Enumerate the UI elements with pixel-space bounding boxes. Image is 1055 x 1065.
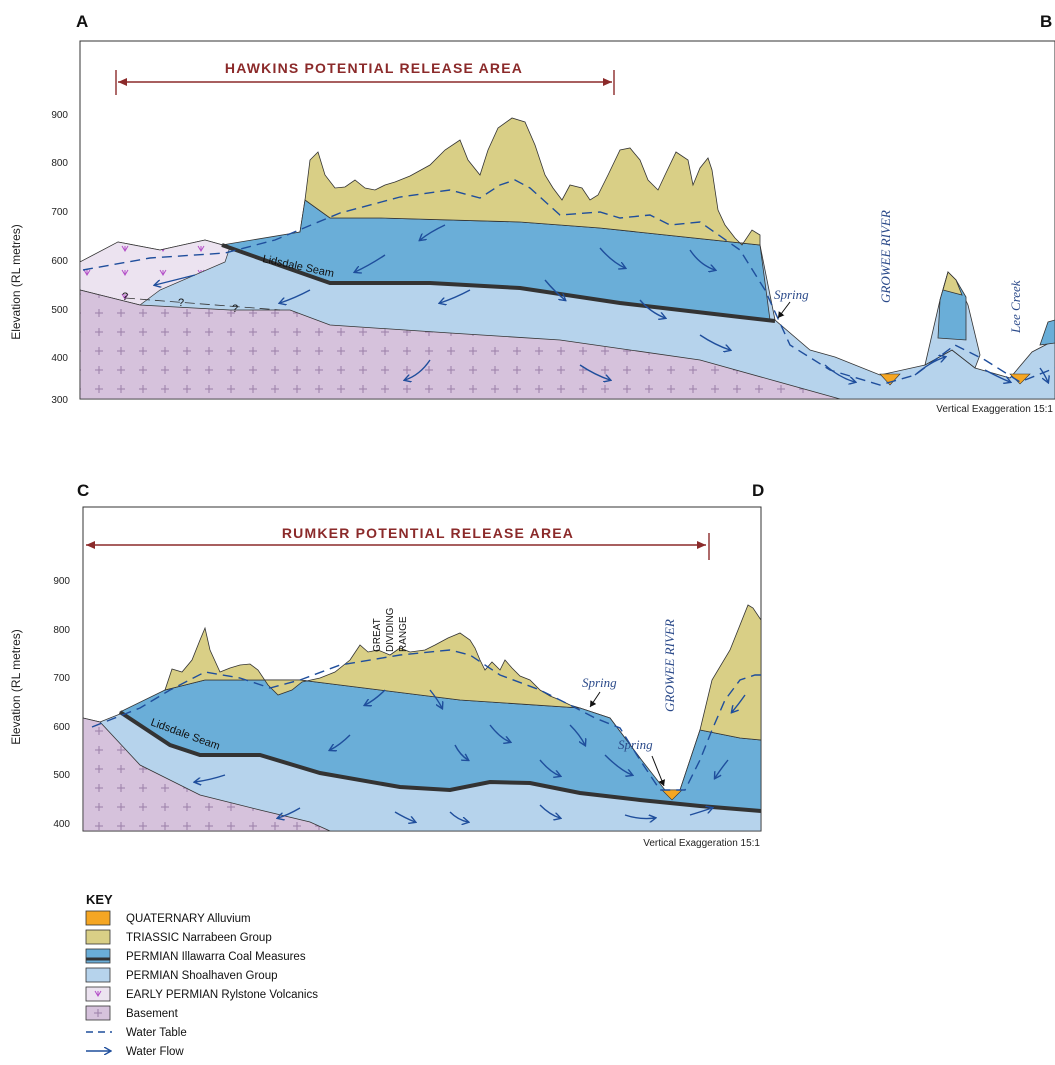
y-ticks-cd: 900 800 700 600 500 400 — [53, 576, 70, 830]
spring-label-cd-2: Spring — [618, 737, 653, 752]
y-tick-300: 300 — [51, 395, 68, 406]
key-label-shoalhaven: PERMIAN Shoalhaven Group — [126, 970, 278, 982]
range-label-line-2: DIVIDING — [385, 607, 396, 652]
water-flows-cd — [195, 689, 746, 822]
narrabeen-group-cd — [164, 626, 581, 709]
section-label-a: A — [76, 12, 88, 31]
river-label-cd: GROWEE RIVER — [662, 619, 677, 712]
y-tick-cd-600: 600 — [53, 722, 70, 733]
exaggeration-cd: Vertical Exaggeration 15:1 — [643, 838, 760, 849]
key-title: KEY — [86, 892, 113, 907]
section-ab: A B Elevation (RL metres) 900 800 700 60… — [9, 12, 1055, 415]
section-label-b: B — [1040, 12, 1052, 31]
key-swatch-illawarra — [85, 948, 111, 964]
basement-cd — [82, 717, 331, 832]
release-area-title-cd: RUMKER POTENTIAL RELEASE AREA — [282, 525, 574, 541]
key-label-water-flow: Water Flow — [126, 1046, 184, 1058]
unknown-mark-3: ? — [232, 303, 238, 315]
key-swatch-narrabeen — [85, 929, 111, 945]
creek-label-ab: Lee Creek — [1008, 280, 1023, 334]
key-label-alluvium: QUATERNARY Alluvium — [126, 913, 251, 925]
y-tick-800: 800 — [51, 158, 68, 169]
key-label-water-table: Water Table — [126, 1027, 187, 1039]
basement-ab — [79, 289, 841, 400]
y-tick-400: 400 — [51, 353, 68, 364]
y-tick-cd-500: 500 — [53, 770, 70, 781]
y-tick-900: 900 — [51, 110, 68, 121]
alluvium-growee-ab — [879, 373, 901, 386]
y-tick-700: 700 — [51, 207, 68, 218]
key-label-narrabeen: TRIASSIC Narrabeen Group — [126, 932, 272, 944]
y-tick-500: 500 — [51, 305, 68, 316]
water-table-ab — [82, 179, 1055, 386]
range-label-line-1: GREAT — [372, 618, 383, 652]
section-label-c: C — [77, 481, 89, 500]
key-label-rylstone: EARLY PERMIAN Rylstone Volcanics — [126, 989, 318, 1001]
key-swatch-shoalhaven — [85, 967, 111, 983]
y-axis-label-cd: Elevation (RL metres) — [9, 629, 23, 745]
y-tick-cd-900: 900 — [53, 576, 70, 587]
unknown-mark-1: ? — [122, 291, 128, 303]
lidsdale-seam-ab — [221, 243, 776, 323]
narrabeen-hill-cd — [699, 604, 762, 741]
water-flows-ab — [155, 224, 1048, 382]
narrabeen-group-ab — [304, 117, 761, 246]
release-area-title-ab: HAWKINS POTENTIAL RELEASE AREA — [225, 60, 523, 76]
y-tick-600: 600 — [51, 256, 68, 267]
y-tick-cd-700: 700 — [53, 673, 70, 684]
section-cd: C D Elevation (RL metres) 900 800 700 60… — [9, 481, 764, 849]
river-label-ab: GROWEE RIVER — [878, 210, 893, 303]
unknown-mark-2: ? — [178, 297, 184, 309]
y-ticks-ab: 900 800 700 600 500 400 300 — [51, 110, 68, 406]
range-label-line-3: RANGE — [398, 616, 409, 652]
spring-label-ab: Spring — [774, 287, 809, 302]
water-table-cd — [91, 649, 761, 791]
y-tick-cd-400: 400 — [53, 819, 70, 830]
alluvium-growee-cd — [661, 789, 683, 801]
key-label-illawarra: PERMIAN Illawarra Coal Measures — [126, 951, 306, 963]
section-label-d: D — [752, 481, 764, 500]
key-legend: KEY QUATERNARY Alluvium TRIASSIC Narrabe… — [85, 892, 318, 1058]
exaggeration-ab: Vertical Exaggeration 15:1 — [936, 404, 1053, 415]
key-label-basement: Basement — [126, 1008, 179, 1020]
y-tick-cd-800: 800 — [53, 625, 70, 636]
lidsdale-seam-cd — [118, 710, 762, 813]
spring-label-cd-1: Spring — [582, 675, 617, 690]
key-swatch-alluvium — [85, 910, 111, 926]
y-axis-label-ab: Elevation (RL metres) — [9, 224, 23, 340]
